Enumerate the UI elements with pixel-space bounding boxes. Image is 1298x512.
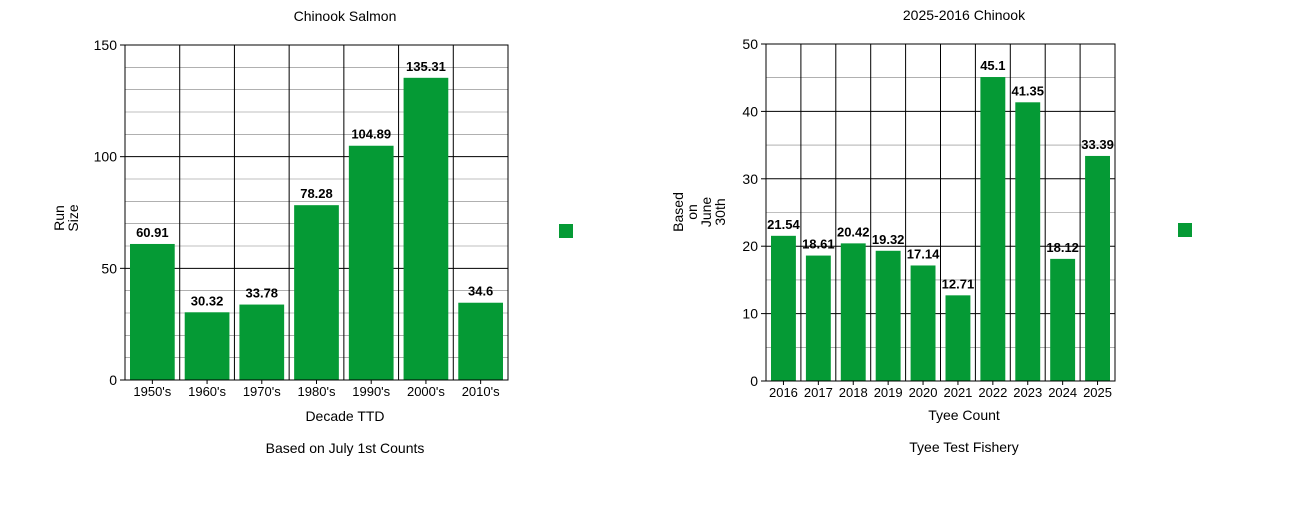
right-category-label: 2025 (1083, 385, 1112, 400)
right-value-label: 18.12 (1046, 240, 1079, 255)
right-value-label: 12.71 (942, 276, 975, 291)
left-y-tick-label: 0 (109, 372, 117, 388)
right-chart: 0 10 20 30 40 50 21.54 2016 18.61 2017 20.42 2018 19… (742, 36, 1192, 400)
left-value-label: 60.91 (136, 225, 169, 240)
right-category-label: 2018 (839, 385, 868, 400)
right-value-label: 41.35 (1011, 83, 1044, 98)
right-value-label: 21.54 (767, 217, 800, 232)
left-chart-ylabel: Run Size (51, 204, 81, 231)
right-chart-title: 2025-2016 Chinook (903, 7, 1026, 23)
right-y-tick-label: 10 (742, 306, 758, 322)
left-bar-1960's (184, 312, 230, 380)
left-category-label: 1960's (188, 384, 226, 399)
right-y-tick-label: 0 (750, 373, 758, 389)
left-chart: 0 50 100 150 60.91 1950's 30.32 1960's 33.78 1970… (94, 37, 573, 399)
right-legend-swatch (1178, 223, 1192, 237)
right-y-tick-label: 40 (742, 103, 758, 119)
left-bar-1970's (239, 304, 285, 380)
right-y-tick-label: 20 (742, 238, 758, 254)
right-category-label: 2023 (1013, 385, 1042, 400)
right-category-label: 2016 (769, 385, 798, 400)
left-chart-xlabel: Decade TTD (305, 408, 384, 424)
left-y-tick-label: 150 (94, 37, 118, 53)
left-value-label: 135.31 (406, 59, 446, 74)
right-category-label: 2020 (909, 385, 938, 400)
right-category-label: 2024 (1048, 385, 1077, 400)
left-y-tick-label: 100 (94, 149, 118, 165)
right-chart-xlabel: Tyee Count (928, 407, 1000, 423)
left-bar-1990's (348, 145, 394, 380)
right-ylabel-line-4: 30th (712, 198, 728, 225)
right-bar-2018 (840, 243, 866, 381)
left-category-label: 2010's (462, 384, 500, 399)
right-value-label: 33.39 (1081, 137, 1114, 152)
right-value-label: 20.42 (837, 224, 870, 239)
right-bar-2024 (1050, 258, 1076, 381)
left-legend-swatch (559, 224, 573, 238)
left-ylabel-line-1: Run (51, 205, 67, 231)
right-category-label: 2021 (943, 385, 972, 400)
right-y-tick-label: 30 (742, 171, 758, 187)
right-plot-border (765, 43, 1116, 382)
right-value-label: 18.61 (802, 237, 835, 252)
right-bar-2022 (980, 77, 1006, 381)
left-value-label: 104.89 (351, 127, 391, 142)
right-chart-ylabel: Based on June 30th (670, 192, 728, 232)
left-value-label: 34.6 (468, 284, 493, 299)
left-plot-border (124, 44, 509, 381)
right-ylabel-line-1: Based (670, 192, 686, 232)
right-category-label: 2022 (978, 385, 1007, 400)
right-ylabel-line-3: June (698, 197, 714, 228)
right-bar-2023 (1015, 102, 1041, 382)
left-value-label: 78.28 (300, 186, 333, 201)
left-y-tick-label: 50 (101, 260, 117, 276)
left-category-label: 2000's (407, 384, 445, 399)
right-value-label: 45.1 (980, 58, 1005, 73)
left-ylabel-line-2: Size (65, 204, 81, 231)
left-bar-2000's (403, 77, 449, 380)
right-value-label: 17.14 (907, 246, 940, 261)
left-chart-title: Chinook Salmon (294, 8, 397, 24)
right-bar-2019 (875, 250, 901, 381)
right-bar-2020 (910, 265, 936, 381)
left-category-label: 1980's (298, 384, 336, 399)
right-bar-2021 (945, 295, 971, 381)
right-bar-2017 (805, 255, 831, 381)
right-ylabel-line-2: on (684, 204, 700, 220)
left-bar-2010's (458, 302, 503, 380)
right-category-label: 2017 (804, 385, 833, 400)
right-category-label: 2019 (874, 385, 903, 400)
right-y-tick-label: 50 (742, 36, 758, 52)
right-bar-2016 (771, 235, 796, 381)
right-chart-subtitle: Tyee Test Fishery (909, 439, 1018, 455)
left-bar-1950's (130, 243, 175, 380)
left-bar-1980's (294, 205, 339, 380)
left-value-label: 30.32 (191, 293, 224, 308)
left-chart-subtitle: Based on July 1st Counts (266, 440, 425, 456)
left-category-label: 1970's (243, 384, 281, 399)
right-value-label: 19.32 (872, 232, 905, 247)
left-category-label: 1950's (133, 384, 171, 399)
left-value-label: 33.78 (246, 286, 279, 301)
plot-areas: 05010015060.911950's30.321960's33.781970… (94, 36, 1192, 400)
right-bar-2025 (1085, 155, 1110, 381)
left-category-label: 1990's (352, 384, 390, 399)
